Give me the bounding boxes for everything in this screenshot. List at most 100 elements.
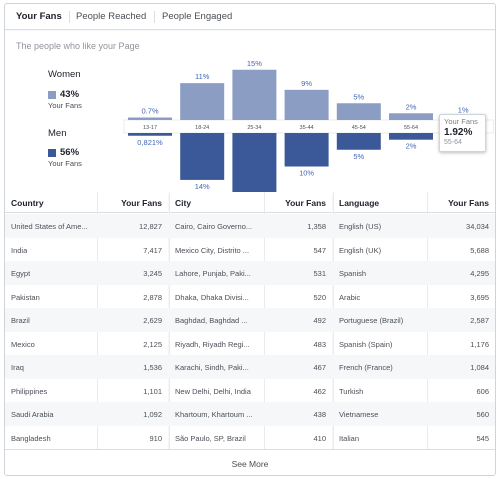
women-bar-13-17 — [128, 117, 172, 120]
men-bar-25-34 — [232, 133, 277, 194]
language-row: Portuguese (Brazil) 2,587 — [333, 308, 495, 332]
tooltip-age: 55-64 — [444, 139, 462, 146]
women-pct: 43% — [60, 89, 80, 100]
language-row: English (UK) 5,688 — [333, 238, 495, 262]
city-table: City Your Fans Cairo, Cairo Governo... 1,… — [169, 192, 332, 449]
city-name-cell: Karachi, Sindh, Paki... — [175, 363, 249, 372]
city-fans-cell: 531 — [313, 269, 326, 278]
city-row: Lahore, Punjab, Paki... 531 — [169, 261, 332, 285]
age-tick-label: 55-64 — [404, 125, 418, 131]
city-name-cell: Baghdad, Baghdad ... — [175, 316, 248, 325]
language-fans-cell: 606 — [476, 386, 489, 396]
city-fans-cell: 467 — [313, 363, 326, 372]
language-row: Turkish 606 — [333, 379, 495, 403]
city-name-cell: New Delhi, Delhi, India — [175, 386, 251, 396]
language-col-header[interactable]: Language — [339, 198, 380, 208]
city-fans-cell: 438 — [313, 410, 326, 419]
country-row: United States of Ame... 12,827 — [5, 214, 168, 238]
bar-chart-svg: 0.7%0,821%13-1711%14%18-2415%23%25-349%1… — [123, 59, 494, 194]
language-fans-cell: 1,084 — [470, 363, 489, 372]
tab-bar: Your Fans People Reached People Engaged — [5, 4, 495, 30]
country-row: Pakistan 2,878 — [5, 285, 168, 309]
gender-age-chart: The people who like your Page Women 43% … — [5, 31, 495, 194]
city-row: Cairo, Cairo Governo... 1,358 — [169, 214, 332, 238]
language-fans-cell: 545 — [476, 433, 489, 443]
country-row: Brazil 2,629 — [5, 308, 168, 332]
age-tick-label: 13-17 — [143, 125, 157, 131]
tooltip-title: Your Fans — [444, 117, 478, 126]
country-row: Bangladesh 910 — [5, 426, 168, 450]
tab-people-reached[interactable]: People Reached — [76, 11, 147, 22]
men-value-label: 0,821% — [137, 138, 163, 147]
country-col-header[interactable]: Country — [11, 198, 44, 208]
language-fans-cell: 34,034 — [466, 222, 489, 231]
language-fans-cell: 4,295 — [470, 269, 489, 278]
women-sub: Your Fans — [48, 101, 82, 110]
country-fans-cell: 1,101 — [143, 386, 162, 396]
city-name-cell: Riyadh, Riyadh Regi... — [175, 339, 250, 349]
country-row: Egypt 3,245 — [5, 261, 168, 285]
country-table-header: Country Your Fans — [5, 192, 168, 213]
country-name-cell: Mexico — [11, 339, 35, 349]
country-fans-cell: 910 — [149, 433, 162, 443]
country-fans-cell: 2,125 — [143, 339, 162, 349]
women-value-label: 1% — [458, 106, 469, 115]
city-name-cell: Lahore, Punjab, Paki... — [175, 269, 251, 278]
men-bar-35-44 — [284, 133, 329, 167]
women-bar-35-44 — [284, 89, 329, 120]
country-fans-cell: 1,092 — [143, 410, 162, 419]
city-table-header: City Your Fans — [169, 192, 332, 213]
men-value-label: 5% — [353, 152, 364, 161]
city-row: Riyadh, Riyadh Regi... 483 — [169, 332, 332, 356]
language-name-cell: Arabic — [339, 292, 361, 302]
country-fans-col-header[interactable]: Your Fans — [121, 198, 162, 208]
language-name-cell: Italian — [339, 433, 360, 443]
city-row: Dhaka, Dhaka Divisi... 520 — [169, 285, 332, 309]
language-name-cell: Spanish (Spain) — [339, 339, 393, 349]
men-bar-55-64 — [389, 133, 433, 140]
country-name-cell: Egypt — [11, 269, 31, 278]
city-fans-col-header[interactable]: Your Fans — [285, 198, 326, 208]
language-row: English (US) 34,034 — [333, 214, 495, 238]
country-name-cell: Pakistan — [11, 292, 40, 302]
men-bar-45-54 — [336, 133, 381, 150]
city-fans-cell: 462 — [313, 386, 326, 396]
age-tick-label: 18-24 — [195, 125, 209, 131]
chart-tooltip: Your Fans 1.92% 55-64 — [439, 114, 486, 152]
men-bar-18-24 — [180, 133, 225, 180]
city-col-header[interactable]: City — [175, 198, 192, 208]
men-value-label: 2% — [406, 142, 417, 151]
country-name-cell: Saudi Arabia — [11, 410, 54, 419]
men-bar-13-17 — [128, 133, 172, 136]
men-swatch — [48, 149, 56, 157]
country-name-cell: Iraq — [11, 363, 24, 372]
language-name-cell: Spanish — [339, 269, 367, 278]
language-table: Language Your Fans English (US) 34,034 Eng… — [333, 192, 495, 449]
city-fans-cell: 410 — [313, 433, 326, 443]
city-row: Khartoum, Khartoum ... 438 — [169, 402, 332, 426]
men-pct: 56% — [60, 147, 80, 158]
country-row: Mexico 2,125 — [5, 332, 168, 356]
country-name-cell: India — [11, 245, 28, 255]
women-value-label: 2% — [406, 102, 417, 111]
tab-separator — [154, 11, 155, 23]
language-row: Spanish 4,295 — [333, 261, 495, 285]
women-swatch — [48, 91, 56, 99]
country-name-cell: Philippines — [11, 386, 48, 396]
tab-your-fans[interactable]: Your Fans — [16, 11, 62, 22]
tab-people-engaged[interactable]: People Engaged — [162, 11, 233, 22]
men-label: Men — [48, 128, 67, 139]
women-value-label: 11% — [195, 72, 210, 81]
language-fans-col-header[interactable]: Your Fans — [448, 198, 489, 208]
see-more-button[interactable]: See More — [5, 449, 495, 475]
country-name-cell: United States of Ame... — [11, 222, 88, 231]
men-value-label: 14% — [195, 182, 210, 191]
city-row: Baghdad, Baghdad ... 492 — [169, 308, 332, 332]
language-row: French (France) 1,084 — [333, 355, 495, 379]
country-name-cell: Bangladesh — [11, 433, 51, 443]
country-name-cell: Brazil — [11, 316, 30, 325]
country-fans-cell: 3,245 — [143, 269, 162, 278]
language-fans-cell: 1,176 — [470, 339, 489, 349]
tooltip-value: 1.92% — [444, 127, 473, 138]
language-table-header: Language Your Fans — [333, 192, 495, 213]
